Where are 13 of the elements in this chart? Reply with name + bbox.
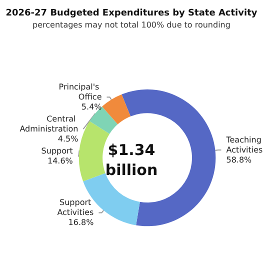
slice-label: Central Administration (20, 114, 78, 134)
chart-title: 2026-27 Budgeted Expenditures by State Activity (6, 8, 258, 18)
slice-label: Support (41, 146, 73, 156)
data-label: 5.4% (81, 102, 102, 112)
slice-label: Teaching Activities (225, 136, 263, 155)
text: $1.34 billion (105, 141, 158, 179)
data-label: 14.6% (47, 156, 74, 166)
data-label: 58.8% (226, 156, 252, 165)
chart-subtitle: percentages may not total 100% due to rounding (32, 20, 230, 30)
data-label: 16.8% (68, 218, 94, 228)
slice-label: Support Activities (57, 198, 94, 218)
data-label: 4.5% (58, 134, 79, 144)
slice-label: Principal's Office (58, 82, 102, 102)
